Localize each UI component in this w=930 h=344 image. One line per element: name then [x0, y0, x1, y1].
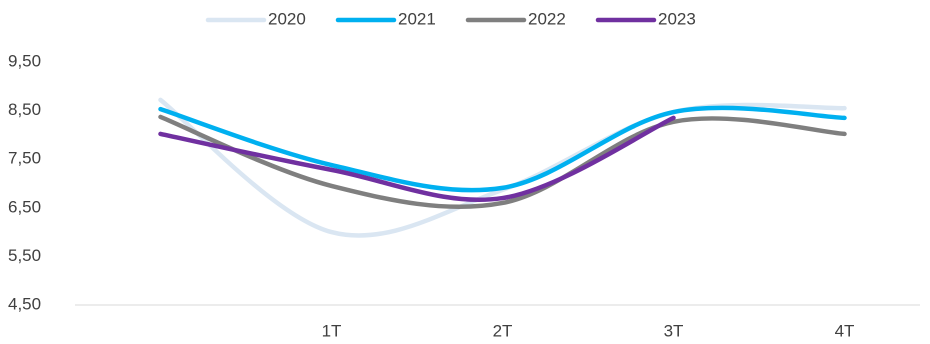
y-tick-label: 4,50 [8, 294, 41, 313]
y-tick-label: 8,50 [8, 100, 41, 119]
y-tick-label: 7,50 [8, 149, 41, 168]
y-tick-label: 6,50 [8, 197, 41, 216]
line-series [158, 105, 847, 193]
x-tick-label: 3T [664, 321, 684, 340]
x-tick-label: 4T [835, 321, 855, 340]
line-series [158, 114, 847, 210]
line-series [158, 115, 676, 203]
legend-label: 2021 [398, 9, 436, 28]
x-tick-label: 2T [493, 321, 513, 340]
y-tick-label: 5,50 [8, 246, 41, 265]
legend-label: 2020 [268, 9, 306, 28]
legend-label: 2022 [528, 9, 566, 28]
y-tick-label: 9,50 [8, 51, 41, 70]
x-tick-label: 1T [322, 321, 342, 340]
legend-label: 2023 [658, 9, 696, 28]
